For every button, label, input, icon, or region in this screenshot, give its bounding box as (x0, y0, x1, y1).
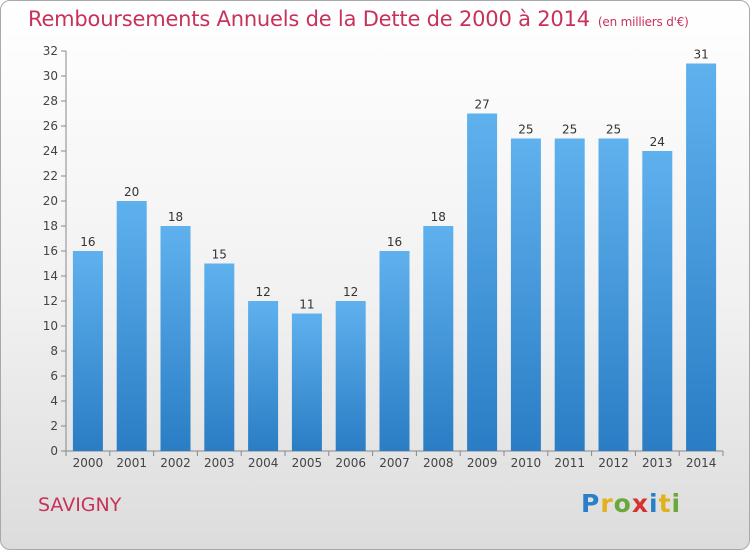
bar-value-label: 18 (168, 210, 183, 224)
bar-value-label: 27 (474, 98, 489, 112)
y-tick-label: 2 (50, 419, 58, 433)
bar (335, 301, 366, 451)
y-tick-label: 26 (43, 119, 58, 133)
bar-value-label: 25 (606, 123, 621, 137)
x-tick-label: 2008 (423, 456, 454, 470)
x-tick-label: 2010 (511, 456, 542, 470)
y-tick-label: 18 (43, 219, 58, 233)
y-tick-label: 32 (43, 44, 58, 58)
bar (423, 226, 454, 451)
bar (160, 226, 191, 451)
bar-value-label: 20 (124, 185, 139, 199)
bar (598, 138, 629, 451)
bar-value-label: 16 (387, 235, 402, 249)
city-name: SAVIGNY (38, 494, 122, 516)
y-tick-label: 24 (43, 144, 58, 158)
y-tick-label: 4 (50, 394, 58, 408)
y-tick-label: 6 (50, 369, 58, 383)
bar-value-label: 11 (299, 298, 314, 312)
x-tick-label: 2014 (686, 456, 717, 470)
x-tick-label: 2007 (379, 456, 410, 470)
y-tick-label: 22 (43, 169, 58, 183)
x-tick-label: 2005 (292, 456, 323, 470)
y-tick-label: 0 (50, 444, 58, 458)
bar (467, 113, 498, 451)
x-tick-label: 2012 (598, 456, 629, 470)
bar-value-label: 24 (650, 135, 665, 149)
chart-title: Remboursements Annuels de la Dette de 20… (28, 7, 689, 31)
logo-letter: P (581, 489, 601, 518)
bar-value-label: 31 (693, 48, 708, 62)
y-tick-label: 12 (43, 294, 58, 308)
bar (554, 138, 585, 451)
unit-label: (en milliers d'€) (597, 15, 689, 29)
bar-value-label: 12 (343, 285, 358, 299)
x-tick-label: 2003 (204, 456, 235, 470)
logo-letter: i (649, 489, 659, 518)
y-tick-label: 14 (43, 269, 58, 283)
bar-value-label: 16 (80, 235, 95, 249)
logo-letter: i (671, 489, 682, 518)
bar (379, 251, 410, 451)
y-tick-label: 10 (43, 319, 58, 333)
y-tick-label: 20 (43, 194, 58, 208)
x-tick-label: 2001 (116, 456, 147, 470)
x-tick-label: 2006 (335, 456, 366, 470)
bar (291, 313, 322, 451)
y-tick-label: 30 (43, 69, 58, 83)
logo-letter: t (658, 489, 672, 518)
bar-value-label: 15 (212, 248, 227, 262)
bar (116, 201, 147, 451)
logo-letter: x (631, 489, 649, 518)
y-tick-label: 8 (50, 344, 58, 358)
x-tick-label: 2009 (467, 456, 498, 470)
proxiti-logo: Proxiti (581, 489, 681, 518)
bar (72, 251, 103, 451)
bar-value-label: 25 (562, 123, 577, 137)
x-tick-label: 2002 (160, 456, 191, 470)
bar (248, 301, 279, 451)
bar-value-label: 25 (518, 123, 533, 137)
logo-letter: o (613, 489, 632, 518)
bar (686, 63, 717, 451)
x-tick-label: 2013 (642, 456, 673, 470)
logo-letter: r (600, 489, 614, 518)
x-tick-label: 2004 (248, 456, 279, 470)
bar-value-label: 18 (431, 210, 446, 224)
bar-value-label: 12 (255, 285, 270, 299)
x-tick-label: 2011 (554, 456, 585, 470)
bar (642, 151, 673, 451)
y-tick-label: 16 (43, 244, 58, 258)
bar (510, 138, 541, 451)
y-tick-label: 28 (43, 94, 58, 108)
x-tick-label: 2000 (73, 456, 104, 470)
title-text: Remboursements Annuels de la Dette de 20… (28, 7, 590, 31)
bar (204, 263, 235, 451)
